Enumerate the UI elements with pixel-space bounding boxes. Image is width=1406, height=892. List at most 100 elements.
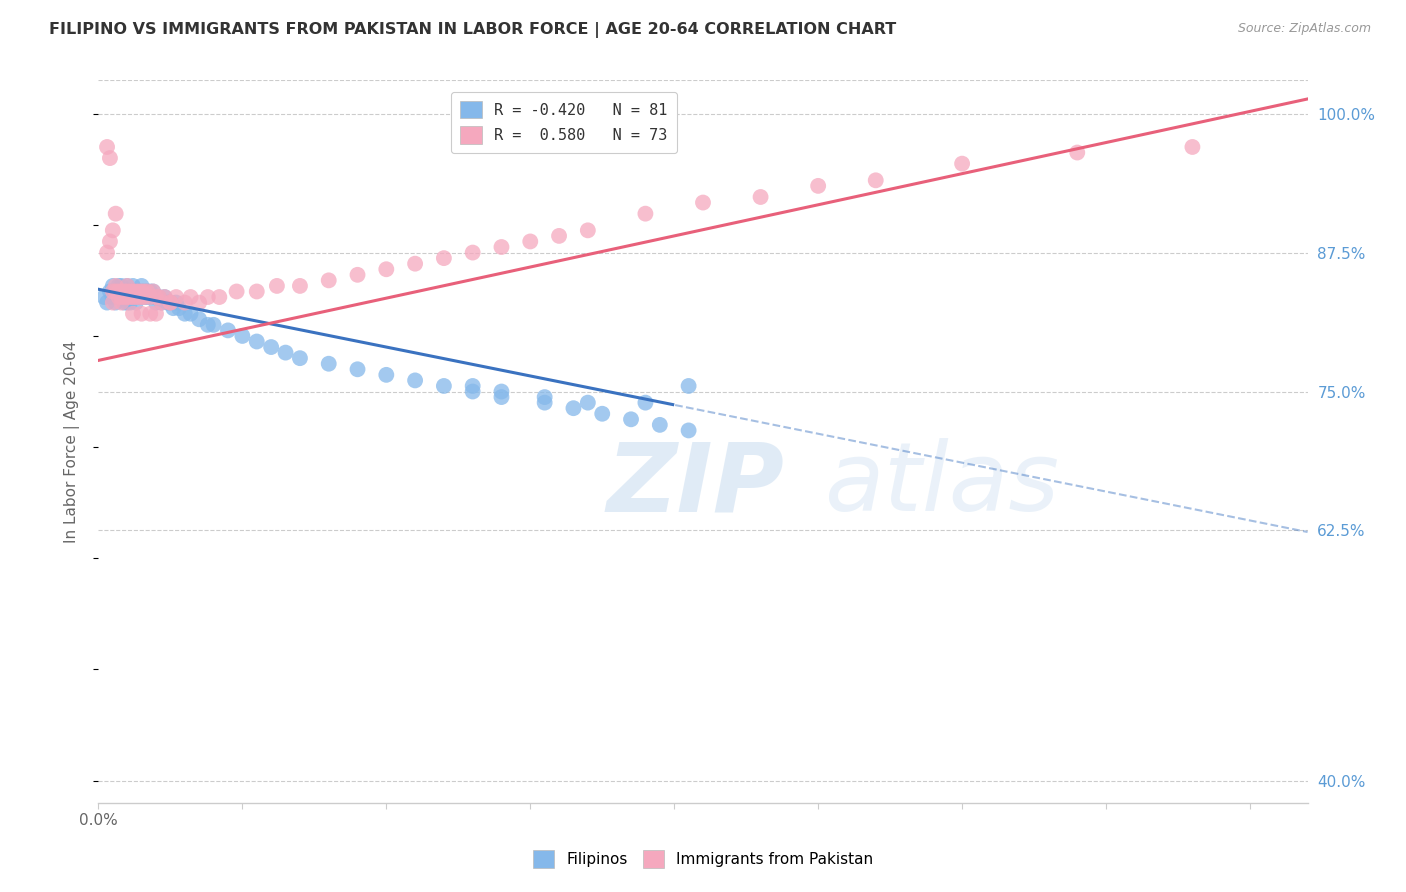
Point [288,279,311,293]
Point [107,285,129,299]
Point [136,285,159,299]
Point [159,295,181,310]
Point [110,285,132,299]
Point [678,379,700,393]
Point [692,195,714,210]
Point [96,295,118,310]
Point [620,412,643,426]
Point [98,285,121,299]
Point [142,290,165,304]
Point [115,279,138,293]
Point [404,373,426,387]
Point [110,285,132,299]
Point [404,257,426,271]
Point [433,251,456,265]
Point [150,295,173,310]
Point [807,178,830,193]
Point [318,273,340,287]
Point [260,340,283,354]
Point [104,207,127,221]
Point [101,285,124,299]
Point [134,290,156,304]
Point [461,245,484,260]
Point [749,190,772,204]
Point [122,290,145,304]
Point [115,285,138,299]
Point [93,290,115,304]
Point [491,240,513,254]
Point [159,295,181,310]
Point [128,290,150,304]
Point [246,285,269,299]
Point [120,285,142,299]
Point [148,290,170,304]
Point [865,173,887,187]
Point [98,151,121,165]
Point [491,390,513,404]
Point [120,285,142,299]
Y-axis label: In Labor Force | Age 20-64: In Labor Force | Age 20-64 [63,341,80,542]
Legend: R = -0.420   N = 81, R =  0.580   N = 73: R = -0.420 N = 81, R = 0.580 N = 73 [451,92,676,153]
Point [122,307,145,321]
Point [101,295,124,310]
Point [165,290,187,304]
Point [122,285,145,299]
Point [180,307,202,321]
Point [107,290,129,304]
Point [122,285,145,299]
Point [156,295,179,310]
Point [134,285,156,299]
Point [122,290,145,304]
Point [110,295,132,310]
Point [125,290,148,304]
Point [165,295,187,310]
Point [346,268,368,282]
Point [107,290,129,304]
Point [145,290,167,304]
Point [104,279,127,293]
Point [131,279,153,293]
Point [576,223,599,237]
Point [159,295,181,310]
Point [104,295,127,310]
Point [125,295,148,310]
Legend: Filipinos, Immigrants from Pakistan: Filipinos, Immigrants from Pakistan [526,844,880,873]
Point [433,379,456,393]
Point [110,290,132,304]
Point [288,351,311,366]
Point [125,290,148,304]
Point [139,307,162,321]
Point [145,307,167,321]
Point [112,290,135,304]
Point [202,318,225,332]
Point [318,357,340,371]
Point [104,285,127,299]
Point [246,334,269,349]
Text: FILIPINO VS IMMIGRANTS FROM PAKISTAN IN LABOR FORCE | AGE 20-64 CORRELATION CHAR: FILIPINO VS IMMIGRANTS FROM PAKISTAN IN … [49,22,897,38]
Point [134,285,156,299]
Point [112,290,135,304]
Point [274,345,297,359]
Point [188,295,211,310]
Point [104,285,127,299]
Point [131,285,153,299]
Point [131,290,153,304]
Text: atlas: atlas [824,438,1059,532]
Point [139,290,162,304]
Point [136,290,159,304]
Point [950,156,973,170]
Point [533,390,555,404]
Point [110,290,132,304]
Point [96,140,118,154]
Point [145,290,167,304]
Point [225,285,247,299]
Point [153,290,176,304]
Point [101,223,124,237]
Point [115,290,138,304]
Point [139,285,162,299]
Point [1181,140,1204,154]
Point [128,285,150,299]
Point [115,290,138,304]
Point [112,285,135,299]
Point [131,307,153,321]
